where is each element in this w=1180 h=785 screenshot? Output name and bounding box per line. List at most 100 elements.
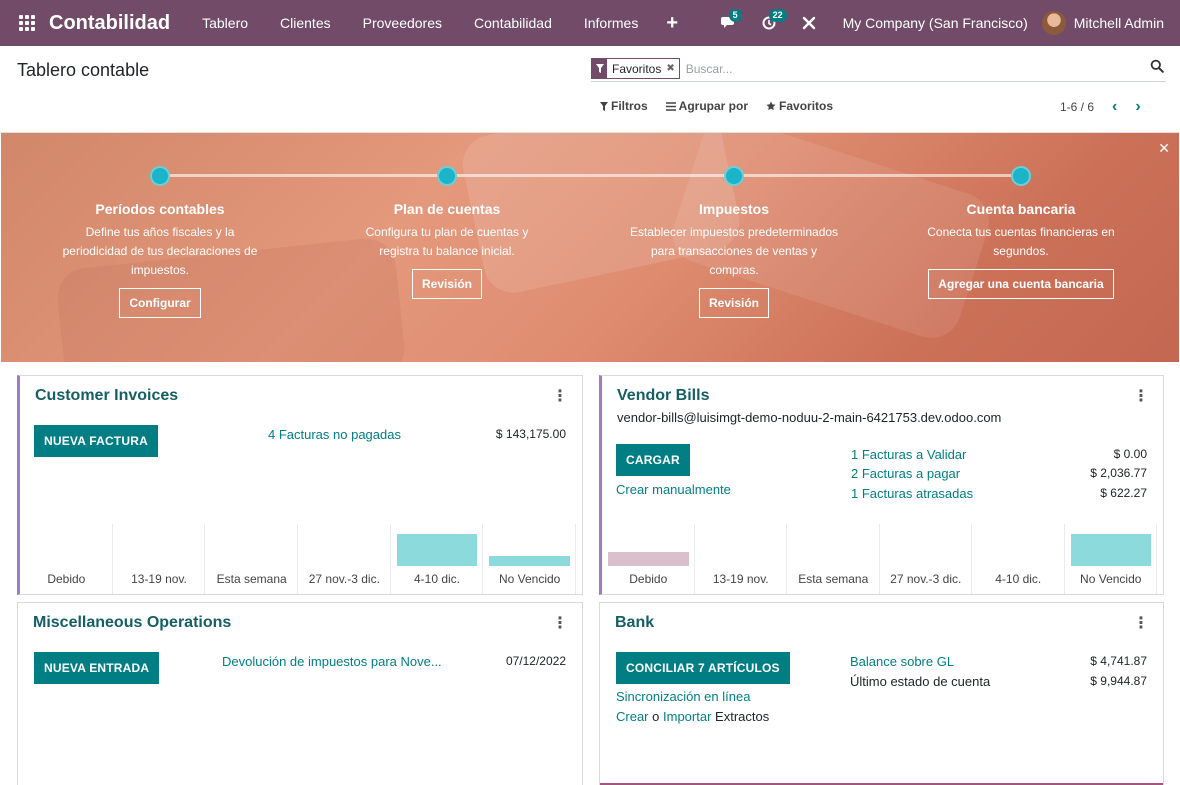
upload-bill-button[interactable]: CARGAR xyxy=(616,444,690,476)
pager-previous-icon[interactable]: ‹ xyxy=(1112,98,1118,115)
late-bills-amount: $ 622.27 xyxy=(1100,486,1147,500)
menu-informes[interactable]: Informes xyxy=(583,15,639,31)
apps-menu-icon[interactable] xyxy=(5,0,49,46)
company-switcher[interactable]: My Company (San Francisco) xyxy=(842,15,1028,31)
kebab-menu-icon[interactable]: ⋮ xyxy=(552,615,568,632)
menu-clientes[interactable]: Clientes xyxy=(280,15,331,31)
step-description: Define tus años fiscales y la periodicid… xyxy=(62,225,258,277)
kebab-menu-icon[interactable]: ⋮ xyxy=(552,388,568,405)
gl-balance-link[interactable]: Balance sobre GL xyxy=(850,654,955,669)
step-title: Impuestos xyxy=(698,201,769,217)
invoices-graph[interactable]: Debido 13-19 nov. Esta semana 27 nov.-3 dic… xyxy=(20,524,582,594)
vendor-bills-card: Vendor Bills ⋮ vendor-bills@luisimgt-dem… xyxy=(599,375,1164,595)
last-entry-link[interactable]: Devolución de impuestos para Nove... xyxy=(222,654,442,669)
graph-label: Esta semana xyxy=(216,572,287,586)
online-sync-link[interactable]: Sincronización en línea xyxy=(616,689,751,704)
graph-column xyxy=(20,524,113,594)
debug-tools-button[interactable] xyxy=(789,0,829,46)
filter-icon xyxy=(600,101,608,111)
late-bills-link[interactable]: 1 Facturas atrasadas xyxy=(851,486,974,501)
bank-graph-line xyxy=(600,783,1163,785)
progress-track xyxy=(159,174,1021,177)
facet-remove-icon[interactable]: ✖ xyxy=(666,63,675,74)
misc-operations-card: Miscellaneous Operations ⋮ NUEVA ENTRADA… xyxy=(17,602,583,785)
graph-bar[interactable] xyxy=(396,534,478,566)
review-taxes-button[interactable]: Revisión xyxy=(698,288,769,318)
group-by-dropdown[interactable]: Agrupar por xyxy=(665,99,748,113)
graph-bar[interactable] xyxy=(1070,534,1151,566)
menu-contabilidad[interactable]: Contabilidad xyxy=(474,15,552,31)
graph-column xyxy=(880,524,972,594)
gl-balance-amount: $ 4,741.87 xyxy=(1090,654,1147,668)
user-menu[interactable]: Mitchell Admin xyxy=(1073,15,1164,31)
reconcile-button[interactable]: CONCILIAR 7 ARTÍCULOS xyxy=(616,652,790,684)
last-statement-amount: $ 9,944.87 xyxy=(1090,674,1147,688)
unpaid-amount: $ 143,175.00 xyxy=(495,427,566,441)
journal-title[interactable]: Miscellaneous Operations xyxy=(33,614,232,631)
bills-to-pay-amount: $ 2,036.77 xyxy=(1090,466,1147,480)
bills-to-validate-amount: $ 0.00 xyxy=(1113,447,1147,461)
graph-bar[interactable] xyxy=(489,556,570,566)
app-brand[interactable]: Contabilidad xyxy=(49,11,171,34)
review-accounts-button[interactable]: Revisión xyxy=(411,269,482,299)
graph-column xyxy=(602,524,695,594)
step-dot xyxy=(150,166,170,186)
kebab-menu-icon[interactable]: ⋮ xyxy=(1133,615,1149,632)
new-invoice-button[interactable]: NUEVA FACTURA xyxy=(34,425,158,457)
journal-title[interactable]: Customer Invoices xyxy=(35,387,179,404)
journal-title[interactable]: Bank xyxy=(615,614,655,631)
favorites-dropdown[interactable]: Favoritos xyxy=(766,99,833,113)
activities-button[interactable]: 22 xyxy=(749,0,789,46)
configure-button[interactable]: Configurar xyxy=(119,288,201,318)
step-chart-of-accounts: Plan de cuentas Configura tu plan de cue… xyxy=(317,201,577,299)
graph-column xyxy=(695,524,787,594)
journal-title[interactable]: Vendor Bills xyxy=(617,387,710,404)
graph-column xyxy=(205,524,298,594)
graph-bar[interactable] xyxy=(608,551,689,566)
last-statement-label: Último estado de cuenta xyxy=(850,674,991,689)
new-entry-button[interactable]: NUEVA ENTRADA xyxy=(34,652,160,684)
pager-value[interactable]: 1-6 / 6 xyxy=(1060,100,1095,114)
graph-label: Esta semana xyxy=(798,572,869,586)
step-fiscal-periods: Períodos contables Define tus años fisca… xyxy=(30,201,290,318)
create-manually-link[interactable]: Crear manualmente xyxy=(616,482,731,497)
import-statement-link[interactable]: Importar xyxy=(663,709,712,724)
bills-to-validate-link[interactable]: 1 Facturas a Validar xyxy=(851,447,967,462)
graph-column xyxy=(483,524,576,594)
graph-column xyxy=(391,524,484,594)
close-banner-icon[interactable]: ✕ xyxy=(1158,140,1170,156)
step-bank-account: Cuenta bancaria Conecta tus cuentas fina… xyxy=(891,201,1151,299)
filter-facet-icon xyxy=(592,58,607,79)
graph-label: 13-19 nov. xyxy=(712,572,769,586)
graph-label: Debido xyxy=(47,572,86,586)
step-title: Cuenta bancaria xyxy=(966,201,1076,217)
user-avatar[interactable] xyxy=(1041,11,1066,35)
graph-label: 13-19 nov. xyxy=(131,572,187,586)
control-panel: Tablero contable Favoritos ✖ Filtros Agr… xyxy=(0,46,1180,133)
step-dot xyxy=(437,166,457,186)
customer-invoices-card: Customer Invoices ⋮ NUEVA FACTURA 4 Fact… xyxy=(17,375,583,595)
search-icon[interactable] xyxy=(1150,59,1164,73)
messages-button[interactable]: 5 xyxy=(709,0,749,46)
kebab-menu-icon[interactable]: ⋮ xyxy=(1133,388,1149,405)
search-input[interactable] xyxy=(685,61,1086,76)
create-statement-link[interactable]: Crear xyxy=(616,709,649,724)
pager-next-icon[interactable]: › xyxy=(1135,98,1141,115)
graph-column xyxy=(787,524,880,594)
bills-graph[interactable]: Debido 13-19 nov. Esta semana 27 nov.-3 dic… xyxy=(602,524,1163,594)
list-icon xyxy=(665,101,676,111)
step-description: Configura tu plan de cuentas y registra … xyxy=(365,225,529,258)
step-description: Establecer impuestos predeterminados par… xyxy=(629,225,839,277)
menu-tablero[interactable]: Tablero xyxy=(202,15,249,31)
step-description: Conecta tus cuentas financieras en segun… xyxy=(927,225,1115,258)
page-title: Tablero contable xyxy=(17,60,150,80)
graph-label: Debido xyxy=(629,572,668,586)
add-bank-account-button[interactable]: Agregar una cuenta bancaria xyxy=(928,269,1114,299)
filters-dropdown[interactable]: Filtros xyxy=(600,99,648,113)
bills-to-pay-link[interactable]: 2 Facturas a pagar xyxy=(851,466,961,481)
messages-badge: 5 xyxy=(728,9,742,22)
menu-plus[interactable]: + xyxy=(666,11,679,34)
unpaid-invoices-link[interactable]: 4 Facturas no pagadas xyxy=(268,427,401,442)
menu-proveedores[interactable]: Proveedores xyxy=(362,15,443,31)
step-taxes: Impuestos Establecer impuestos predeterm… xyxy=(604,201,864,318)
